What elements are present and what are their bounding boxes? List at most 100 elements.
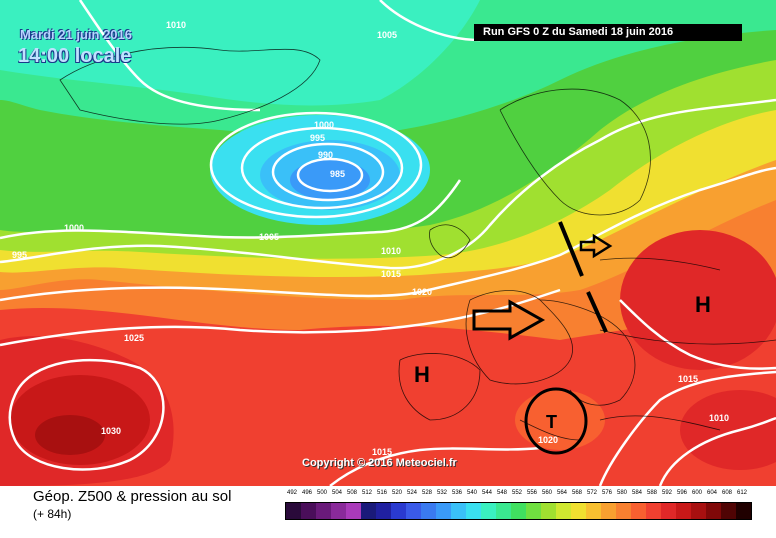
scale-swatch bbox=[556, 503, 571, 519]
large-arrow-icon bbox=[472, 299, 546, 341]
scale-swatch bbox=[301, 503, 316, 519]
scale-swatch bbox=[601, 503, 616, 519]
isobar-label: 995 bbox=[12, 250, 27, 260]
scale-swatch bbox=[331, 503, 346, 519]
annotations: H H T bbox=[414, 221, 711, 455]
scale-tick-label: 596 bbox=[676, 490, 687, 496]
forecast-time: 14:00 locale bbox=[18, 45, 132, 67]
scale-tick-label: 612 bbox=[736, 490, 747, 496]
scale-tick-label: 552 bbox=[511, 490, 522, 496]
scale-swatch bbox=[496, 503, 511, 519]
scale-tick-label: 564 bbox=[556, 490, 567, 496]
scale-tick-label: 604 bbox=[706, 490, 717, 496]
scale-swatch bbox=[421, 503, 436, 519]
isobars bbox=[0, 0, 776, 486]
coastlines bbox=[59, 47, 776, 441]
front-line bbox=[558, 221, 584, 277]
scale-tick-label: 592 bbox=[661, 490, 672, 496]
isobar-label: 1015 bbox=[372, 447, 392, 457]
scale-tick-label: 608 bbox=[721, 490, 732, 496]
isobar-label: 1005 bbox=[377, 30, 397, 40]
weather-map: 1010 1005 1000 995 990 985 1005 1000 995… bbox=[0, 0, 776, 486]
copyright-text: Copyright © 2016 Meteociel.fr bbox=[302, 457, 457, 469]
scale-tick-label: 508 bbox=[346, 490, 357, 496]
scale-swatch bbox=[616, 503, 631, 519]
isobar-label: 1005 bbox=[259, 232, 279, 242]
scale-swatch bbox=[436, 503, 451, 519]
scale-tick-label: 532 bbox=[436, 490, 447, 496]
scale-swatch bbox=[316, 503, 331, 519]
scale-tick-label: 524 bbox=[406, 490, 417, 496]
scale-tick-label: 512 bbox=[361, 490, 372, 496]
isobar-label: 1010 bbox=[166, 20, 186, 30]
isobar-labels: 1010 1005 1000 995 990 985 1005 1000 995… bbox=[12, 20, 729, 457]
scale-swatch bbox=[376, 503, 391, 519]
scale-swatch bbox=[286, 503, 301, 519]
scale-tick-label: 540 bbox=[466, 490, 477, 496]
scale-swatch bbox=[466, 503, 481, 519]
scale-tick-label: 560 bbox=[541, 490, 552, 496]
scale-tick-label: 492 bbox=[286, 490, 297, 496]
isobar-label: 1025 bbox=[124, 333, 144, 343]
legend-title: Géop. Z500 & pression au sol bbox=[33, 488, 232, 505]
scale-tick-label: 572 bbox=[586, 490, 597, 496]
scale-swatch bbox=[646, 503, 661, 519]
isobar-label: 1000 bbox=[64, 223, 84, 233]
scale-tick-label: 500 bbox=[316, 490, 327, 496]
scale-tick-label: 576 bbox=[601, 490, 612, 496]
scale-swatch bbox=[346, 503, 361, 519]
scale-swatch bbox=[706, 503, 721, 519]
legend-subtitle: (+ 84h) bbox=[33, 507, 72, 521]
isobar-label: 1015 bbox=[381, 269, 401, 279]
scale-tick-label: 548 bbox=[496, 490, 507, 496]
isobar-label: 1020 bbox=[538, 435, 558, 445]
scale-tick-label: 600 bbox=[691, 490, 702, 496]
scale-swatch bbox=[406, 503, 421, 519]
small-arrow-icon bbox=[579, 233, 613, 259]
high-pressure-marker: H bbox=[695, 292, 711, 317]
isobar-label: 1000 bbox=[314, 120, 334, 130]
scale-swatch bbox=[391, 503, 406, 519]
isobar-label: 1015 bbox=[678, 374, 698, 384]
scale-swatch bbox=[691, 503, 706, 519]
scale-swatch bbox=[676, 503, 691, 519]
scale-swatch bbox=[481, 503, 496, 519]
scale-tick-label: 516 bbox=[376, 490, 387, 496]
isobar-label: 1010 bbox=[381, 246, 401, 256]
scale-tick-label: 544 bbox=[481, 490, 492, 496]
scale-swatch bbox=[541, 503, 556, 519]
isobar-label: 1020 bbox=[412, 287, 432, 297]
scale-tick-label: 588 bbox=[646, 490, 657, 496]
scale-tick-label: 520 bbox=[391, 490, 402, 496]
isobar-label: 1010 bbox=[709, 413, 729, 423]
isobar-label: 1030 bbox=[101, 426, 121, 436]
scale-tick-label: 504 bbox=[331, 490, 342, 496]
color-scale: 492 496 500 504 508 512 516 520 524 528 532 536 540 5… bbox=[285, 490, 757, 522]
scale-swatch bbox=[736, 503, 751, 519]
color-scale-swatches bbox=[285, 502, 752, 520]
forecast-date: Mardi 21 juin 2016 bbox=[20, 27, 132, 42]
scale-swatch bbox=[451, 503, 466, 519]
scale-swatch bbox=[661, 503, 676, 519]
scale-tick-label: 580 bbox=[616, 490, 627, 496]
isobar-label: 985 bbox=[330, 169, 345, 179]
map-canvas: 1010 1005 1000 995 990 985 1005 1000 995… bbox=[0, 0, 776, 486]
scale-tick-label: 584 bbox=[631, 490, 642, 496]
front-line bbox=[586, 291, 608, 333]
isobar-label: 995 bbox=[310, 133, 325, 143]
scale-tick-label: 536 bbox=[451, 490, 462, 496]
scale-swatch bbox=[721, 503, 736, 519]
scale-swatch bbox=[571, 503, 586, 519]
scale-swatch bbox=[526, 503, 541, 519]
scale-tick-label: 528 bbox=[421, 490, 432, 496]
scale-swatch bbox=[631, 503, 646, 519]
isobar-label: 990 bbox=[318, 150, 333, 160]
model-run-label: Run GFS 0 Z du Samedi 18 juin 2016 bbox=[474, 24, 742, 41]
low-circle-icon bbox=[524, 387, 588, 455]
scale-tick-label: 556 bbox=[526, 490, 537, 496]
high-pressure-marker: H bbox=[414, 362, 430, 387]
scale-swatch bbox=[511, 503, 526, 519]
scale-swatch bbox=[586, 503, 601, 519]
scale-tick-label: 496 bbox=[301, 490, 312, 496]
